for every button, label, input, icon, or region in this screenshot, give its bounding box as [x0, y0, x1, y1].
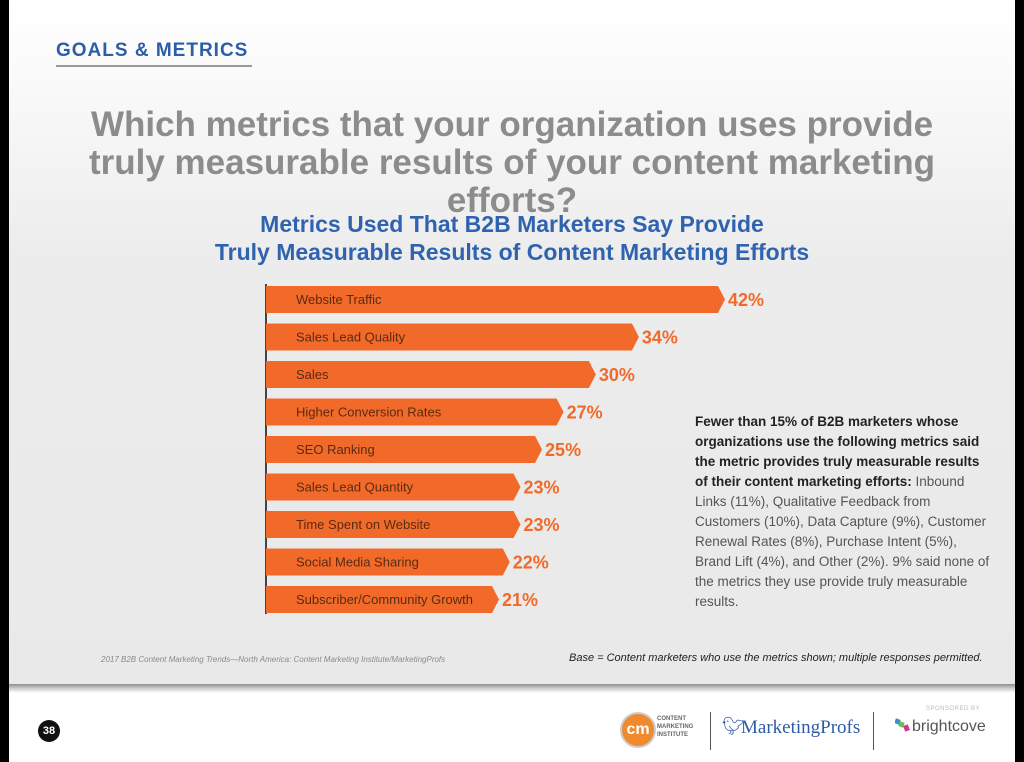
- marketingprofs-bird-icon: 🐦︎: [722, 716, 745, 736]
- category-label: Website Traffic: [296, 292, 382, 307]
- value-label: 30%: [599, 365, 635, 385]
- category-label: Social Media Sharing: [296, 555, 419, 570]
- note-regular-text: Inbound Links (11%), Qualitative Feedbac…: [695, 474, 990, 609]
- category-label: Sales Lead Quantity: [296, 480, 414, 495]
- question-heading: Which metrics that your organization use…: [88, 105, 936, 220]
- bar: [266, 586, 499, 613]
- value-label: 23%: [524, 515, 560, 535]
- source-citation: 2017 B2B Content Marketing Trends—North …: [101, 655, 446, 664]
- brightcove-mark-icon: [895, 718, 910, 732]
- logo-divider: [873, 712, 874, 750]
- bar-chart: Website Traffic 42% Sales Lead Quality 34% S…: [265, 284, 764, 614]
- cmi-logo-text: CONTENT MARKETING INSTITUTE: [657, 716, 694, 738]
- category-label: Time Spent on Website: [296, 517, 430, 532]
- page-number-badge: 38: [38, 720, 60, 742]
- value-label: 23%: [524, 478, 560, 498]
- bar: [266, 511, 521, 538]
- bars-group: Website Traffic 42% Sales Lead Quality 34% S…: [266, 286, 764, 613]
- logo-divider: [710, 712, 711, 750]
- category-label: Sales: [296, 367, 329, 382]
- note-bold-text: Fewer than 15% of B2B marketers whose or…: [695, 414, 980, 489]
- cmi-logo-icon: cm: [620, 712, 656, 748]
- value-label: 21%: [502, 590, 538, 610]
- marketingprofs-logo: MarketingProfs: [741, 717, 861, 738]
- chart-title: Metrics Used That B2B Marketers Say Prov…: [9, 210, 1015, 266]
- panel-divider: [9, 684, 1015, 693]
- category-label: Sales Lead Quality: [296, 330, 406, 345]
- chart-title-line-1: Metrics Used That B2B Marketers Say Prov…: [260, 211, 764, 237]
- value-label: 42%: [728, 290, 764, 310]
- bar: [266, 398, 564, 426]
- category-label: Subscriber/Community Growth: [296, 592, 473, 607]
- brightcove-logo: brightcove: [912, 718, 986, 735]
- section-underline: [56, 65, 252, 67]
- bar: [266, 473, 521, 501]
- footnote-panel: Fewer than 15% of B2B marketers whose or…: [695, 412, 995, 612]
- value-label: 25%: [545, 440, 581, 460]
- bar: [266, 361, 596, 388]
- category-label: Higher Conversion Rates: [296, 405, 442, 420]
- value-label: 22%: [513, 553, 549, 573]
- value-label: 27%: [567, 403, 603, 423]
- section-label: GOALS & METRICS: [56, 40, 249, 61]
- category-label: SEO Ranking: [296, 442, 375, 457]
- bar: [266, 548, 510, 576]
- slide: GOALS & METRICS Which metrics that your …: [9, 0, 1015, 762]
- base-note: Base = Content marketers who use the met…: [569, 652, 983, 664]
- bar: [266, 323, 639, 351]
- chart-title-line-2: Truly Measurable Results of Content Mark…: [214, 239, 810, 265]
- bar: [266, 436, 543, 463]
- value-label: 34%: [642, 328, 678, 348]
- bar: [266, 286, 725, 313]
- sponsored-by-label: SPONSORED BY: [926, 706, 981, 712]
